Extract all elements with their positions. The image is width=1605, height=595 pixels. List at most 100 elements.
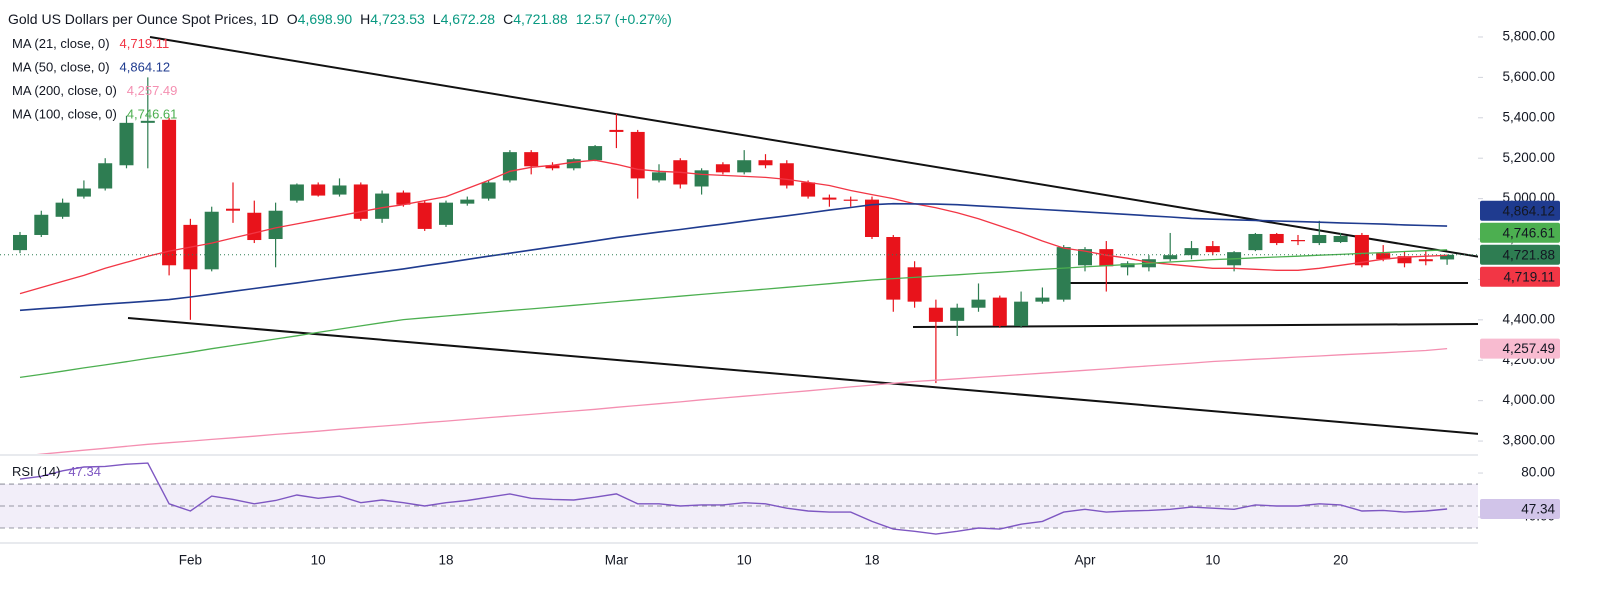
legend-entry: MA (21, close, 0) 4,719.11 (12, 36, 169, 51)
x-tick-label: Feb (179, 553, 202, 568)
ohlc-value: 4,698.90 (298, 11, 353, 27)
candle-body (1120, 263, 1135, 268)
ohlc-key: L (433, 11, 441, 27)
candle-body (1269, 233, 1284, 244)
candle-body (843, 199, 858, 201)
candle-body (886, 236, 901, 300)
price-label-box (1480, 338, 1560, 359)
candle-body (992, 297, 1007, 326)
candle-body (204, 211, 219, 270)
candle-body (353, 184, 368, 219)
rsi-legend: RSI (14) 47.34 (12, 464, 101, 479)
ohlc-value: 4,721.88 (513, 11, 568, 27)
candle-body (630, 131, 645, 179)
rsi-name: RSI (14) (12, 464, 60, 479)
candle-body (694, 170, 709, 187)
candle-body (98, 163, 113, 189)
ohlc-value: 4,672.28 (441, 11, 496, 27)
candle-body (822, 197, 837, 200)
price-labels: 4,864.12 4,746.61 4,721.88 4,719.11 4,257.49… (1480, 200, 1560, 519)
candle-body (609, 129, 624, 132)
candle-body (76, 188, 91, 197)
price-label: 4,257.49 (1502, 341, 1555, 356)
legend-value: 4,257.49 (127, 83, 178, 98)
ohlc-key: H (360, 11, 370, 27)
legend-name: MA (21, close, 0) (12, 36, 110, 51)
candle-body (460, 199, 475, 204)
legend-name: MA (200, close, 0) (12, 83, 117, 98)
legend-entry: MA (50, close, 0) 4,864.12 (12, 60, 170, 75)
x-tick-label: Mar (605, 553, 629, 568)
candle-body (524, 152, 539, 167)
y-tick-label: 5,800.00 (1502, 29, 1555, 44)
candle-body (375, 193, 390, 219)
candle-body (566, 159, 581, 169)
title: Gold US Dollars per Ounce Spot Prices, 1… (8, 11, 279, 27)
rsi-line (19, 462, 1448, 535)
candle-body (502, 152, 517, 181)
candle-body (247, 212, 262, 241)
candle-body (715, 164, 730, 173)
rsi-label: 47.34 (1521, 502, 1555, 517)
support-line (912, 323, 1478, 328)
legend-value: 4,746.61 (127, 107, 178, 122)
candle-body (737, 160, 752, 173)
candle-body (289, 184, 304, 201)
y-tick-label: 5,400.00 (1502, 109, 1555, 124)
candle-body (226, 208, 240, 211)
price-label-box (1480, 266, 1560, 287)
candle-body (13, 234, 27, 251)
candle-body (1035, 297, 1050, 302)
ohlc-key: O (287, 11, 298, 27)
price-label-box (1480, 222, 1560, 243)
candle-body (652, 172, 666, 181)
price-label: 4,719.11 (1503, 269, 1555, 284)
candle-body (801, 182, 816, 197)
x-tick-label: 10 (737, 553, 752, 568)
legend-name: MA (100, close, 0) (12, 107, 117, 122)
candle-body (119, 122, 134, 166)
ohlc-key: C (503, 11, 513, 27)
candle-body (971, 299, 986, 308)
candle-body (162, 119, 177, 266)
y-tick-label: 5,600.00 (1502, 69, 1555, 84)
rsi-tick-label: 80.00 (1521, 465, 1555, 480)
candle-body (1333, 235, 1348, 243)
candle-body (268, 210, 283, 240)
y-tick-label: 5,200.00 (1502, 150, 1555, 165)
candle-body (1078, 249, 1092, 266)
candle-body (779, 163, 794, 186)
ma-line (19, 202, 1448, 312)
candle-body (1163, 255, 1178, 260)
ohlc-value: 4,723.53 (370, 11, 425, 27)
legend-entry: MA (200, close, 0) 4,257.49 (12, 83, 177, 98)
candle-body (758, 160, 773, 166)
legend: MA (21, close, 0) 4,719.11 MA (50, close, … (12, 36, 177, 479)
x-tick-label: 18 (864, 553, 879, 568)
candle-body (1397, 256, 1412, 264)
x-tick-label: 20 (1333, 553, 1348, 568)
candle-body (1099, 249, 1114, 267)
price-panel (0, 36, 1478, 454)
rsi-panel (0, 462, 1478, 535)
candle-body (1205, 246, 1220, 253)
legend-entry: MA (100, close, 0) 4,746.61 (12, 107, 177, 122)
candle-body (1376, 253, 1391, 260)
x-tick-label: 10 (311, 553, 326, 568)
candle-body (1312, 234, 1327, 244)
candle-body (865, 199, 879, 237)
candle-body (417, 202, 432, 229)
x-tick-label: 18 (438, 553, 453, 568)
price-label: 4,746.61 (1502, 225, 1555, 240)
candle-body (907, 267, 922, 302)
candle-body (1184, 248, 1199, 256)
candle-body (34, 214, 49, 235)
rsi-value: 47.34 (68, 464, 101, 479)
candle-body (332, 185, 347, 195)
candle-body (1248, 233, 1263, 251)
candle-body (311, 184, 326, 196)
trend-line (127, 317, 1478, 435)
candle-body (1291, 240, 1305, 242)
y-tick-label: 4,000.00 (1502, 392, 1555, 407)
ma-line (19, 159, 1448, 295)
